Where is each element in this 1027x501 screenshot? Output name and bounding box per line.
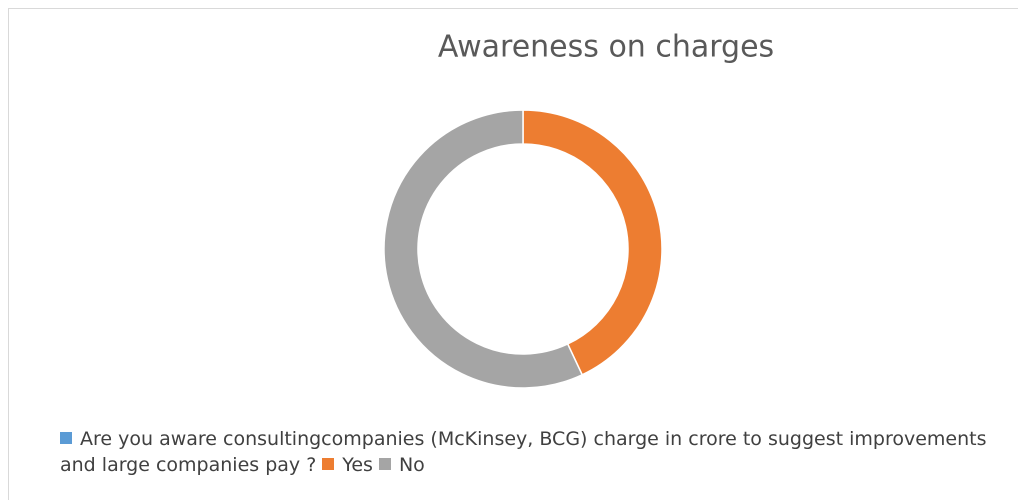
donut-slice xyxy=(522,109,663,376)
chart-title: Awareness on charges xyxy=(438,30,774,65)
legend-item: Are you aware consultingcompanies (McKin… xyxy=(60,428,987,476)
legend-item: No xyxy=(378,454,425,476)
donut-slice xyxy=(383,109,584,389)
legend-item: Yes xyxy=(322,454,373,476)
chart-frame xyxy=(8,8,1018,500)
legend-swatch xyxy=(322,458,335,470)
legend-label: No xyxy=(398,454,425,476)
legend-label: Yes xyxy=(342,454,373,476)
legend: Are you aware consultingcompanies (McKin… xyxy=(60,426,1000,478)
legend-swatch xyxy=(378,458,391,470)
legend-swatch xyxy=(60,432,72,444)
legend-label: Are you aware consultingcompanies (McKin… xyxy=(60,428,987,476)
